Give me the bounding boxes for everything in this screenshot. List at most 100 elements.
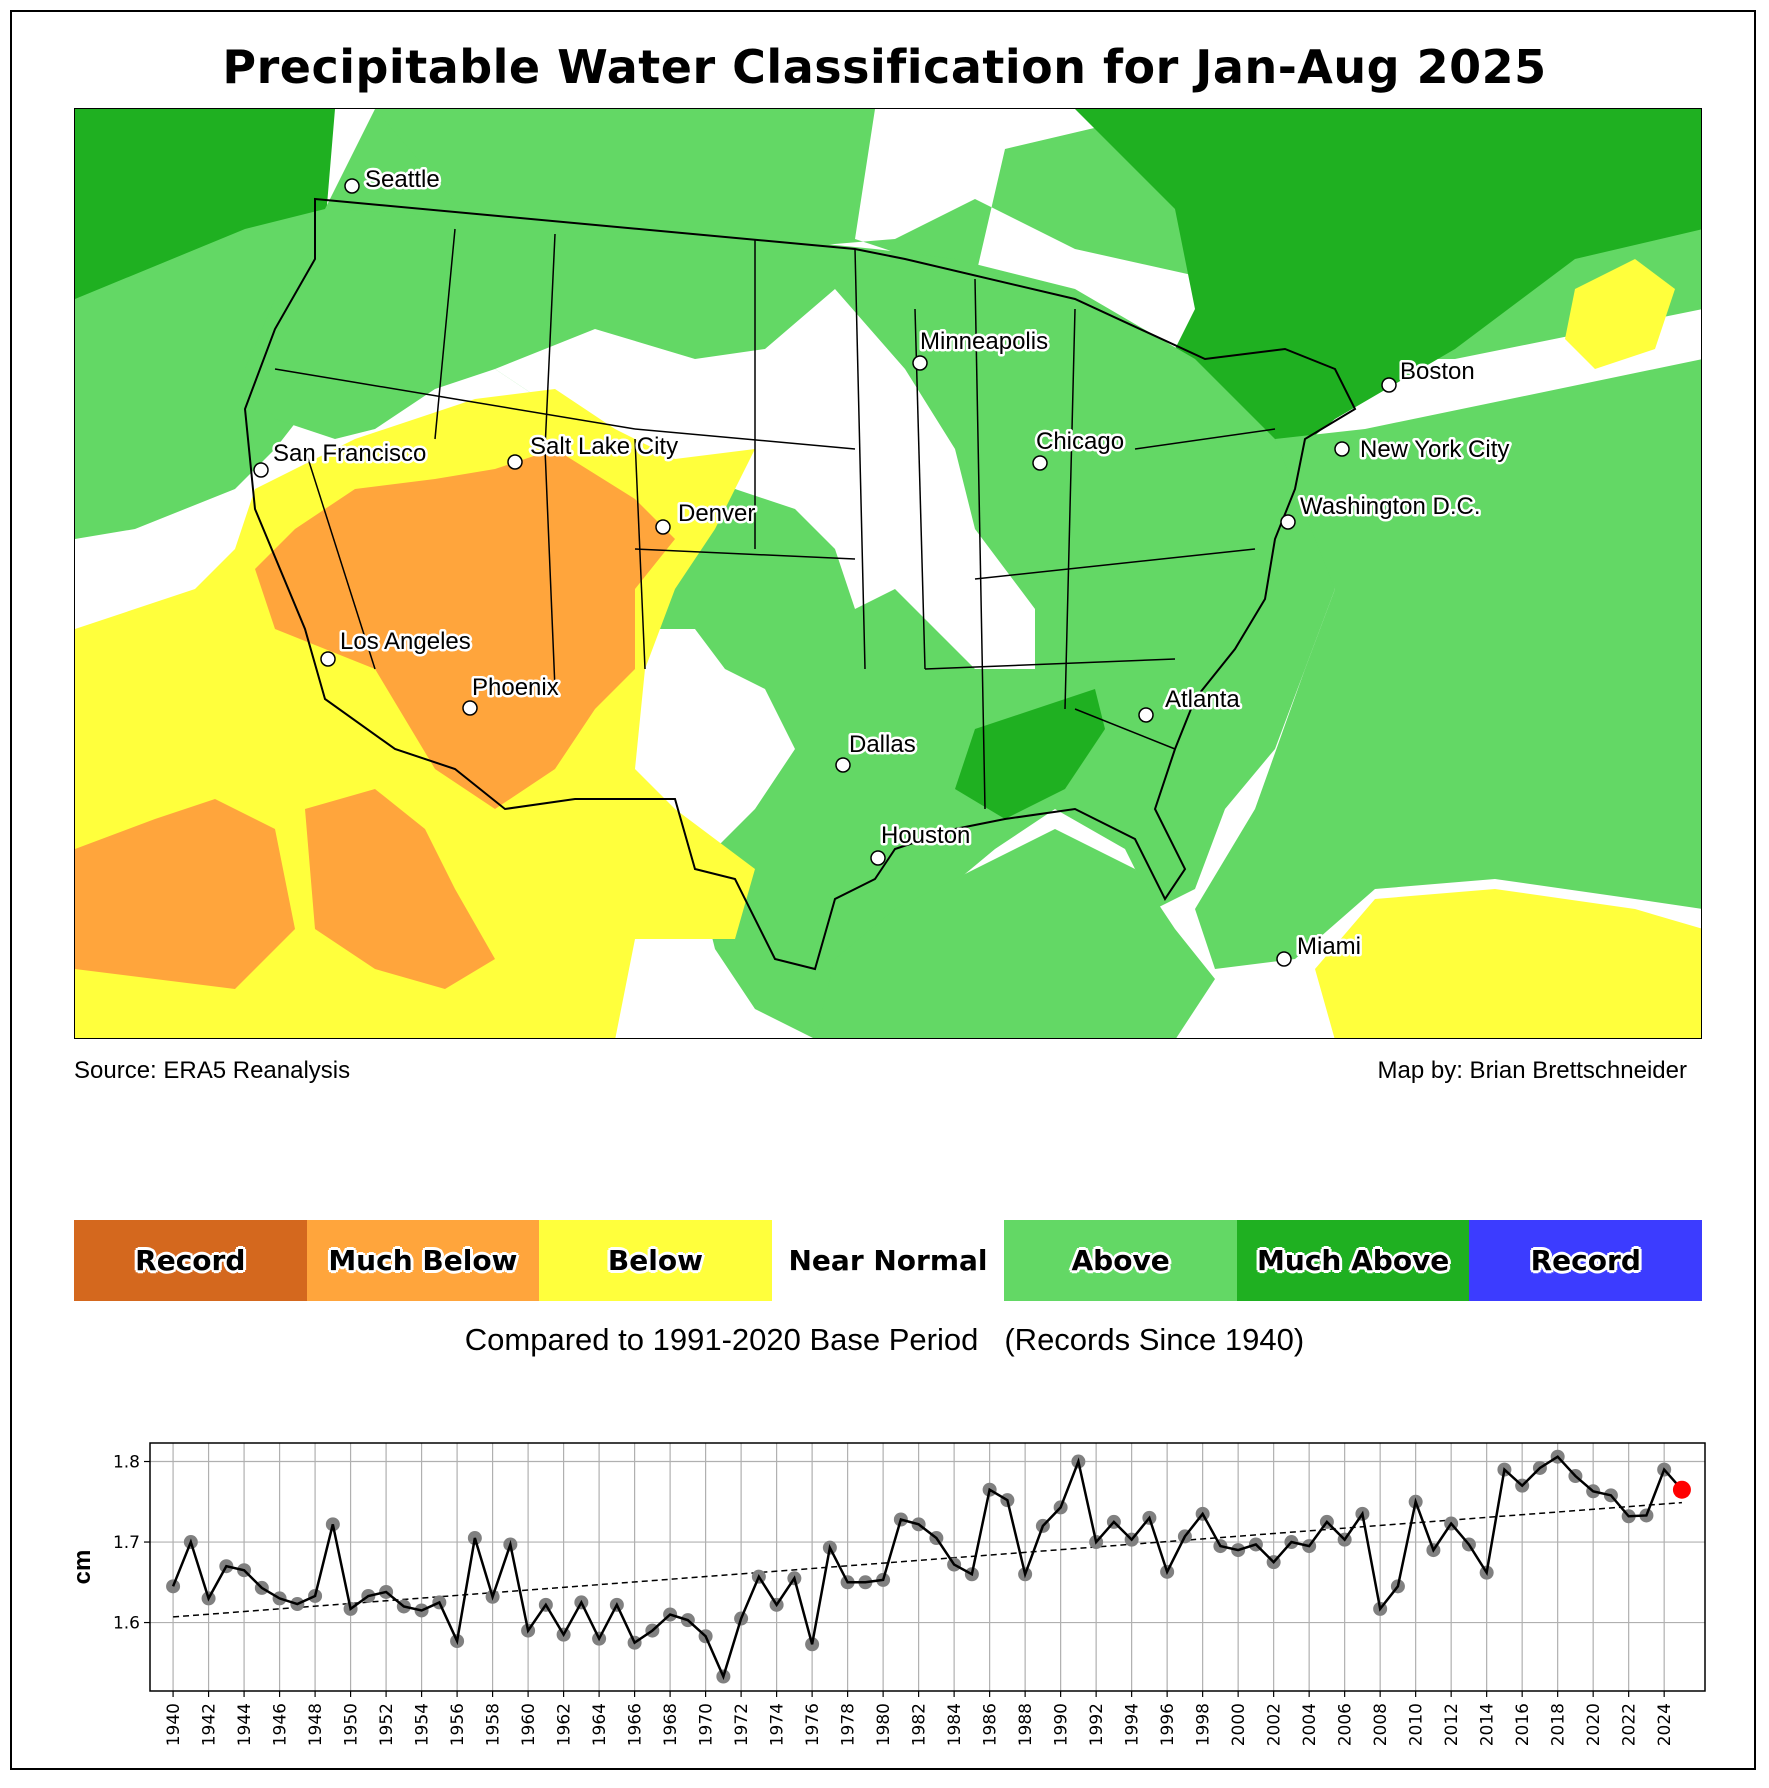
state-borders (274, 228, 1276, 810)
svg-text:Denver: Denver (678, 500, 755, 527)
plot-area (149, 1442, 1706, 1692)
x-tick-label: 1942 (200, 1703, 220, 1746)
city-markers: Seattle San Francisco Los Angeles Phoeni… (253, 164, 1512, 967)
x-tick-label: 2006 (1336, 1703, 1356, 1746)
svg-text:Chicago: Chicago (1036, 428, 1124, 455)
svg-text:Miami: Miami (1297, 933, 1361, 960)
x-tick-label: 2014 (1478, 1703, 1498, 1746)
legend-record-low: Record (74, 1220, 307, 1301)
svg-text:Minneapolis: Minneapolis (920, 328, 1048, 355)
y-tick-label: 1.6 (113, 1614, 140, 1634)
city-atlanta: Atlanta (1138, 684, 1243, 723)
precipitable-water-map: Seattle San Francisco Los Angeles Phoeni… (74, 108, 1702, 1039)
x-tick-label: 1988 (1016, 1703, 1036, 1746)
city-dallas: Dallas (835, 729, 918, 773)
legend-much-below: Much Below (306, 1220, 540, 1301)
x-tick-label: 1956 (448, 1703, 468, 1746)
chart-grid (150, 1443, 1705, 1691)
x-tick-label: 2022 (1620, 1703, 1640, 1746)
x-tick-label: 1966 (626, 1703, 646, 1746)
city-boston: Boston (1381, 356, 1477, 393)
x-tick-label: 1994 (1123, 1703, 1143, 1746)
city-new-york-city: New York City (1334, 434, 1512, 466)
y-tick-label: 1.7 (113, 1533, 140, 1553)
svg-text:Los Angeles: Los Angeles (340, 628, 471, 655)
svg-text:Houston: Houston (881, 822, 970, 849)
city-houston: Houston (870, 820, 973, 866)
x-axis: 1940 1942 1944 1946 1948 1950 1952 1954 1956 1958… (164, 1691, 1675, 1746)
region-conus-above (245, 209, 1335, 1038)
city-phoenix: Phoenix (462, 672, 561, 716)
x-tick-label: 1996 (1158, 1703, 1178, 1746)
legend-near-normal: Near Normal (771, 1220, 1005, 1301)
city-seattle: Seattle (344, 164, 442, 196)
x-tick-label: 1954 (413, 1703, 433, 1746)
x-tick-label: 1998 (1194, 1703, 1214, 1746)
current-year-marker (1672, 1480, 1691, 1499)
region-atlantic-above (1195, 359, 1701, 969)
figure-frame (10, 10, 1756, 1770)
x-tick-label: 1948 (306, 1703, 326, 1746)
base-period-caption: Compared to 1991-2020 Base Period (Record… (0, 1322, 1769, 1358)
svg-text:Washington D.C.: Washington D.C. (1300, 493, 1481, 520)
x-tick-label: 2018 (1549, 1703, 1569, 1746)
x-tick-label: 1964 (590, 1703, 610, 1746)
x-tick-label: 1946 (271, 1703, 291, 1746)
legend-label: Above (1071, 1244, 1170, 1277)
y-axis-label: cm (69, 1550, 96, 1585)
x-tick-label: 2008 (1371, 1703, 1391, 1746)
x-tick-label: 2016 (1513, 1703, 1533, 1746)
x-tick-label: 1968 (661, 1703, 681, 1746)
legend-record-high: Record (1469, 1220, 1703, 1301)
x-tick-label: 1992 (1087, 1703, 1107, 1746)
svg-text:San Francisco: San Francisco (273, 440, 426, 467)
region-caribbean-below (1315, 889, 1701, 1038)
classification-legend: Record Much Below Below Near Normal Abov… (74, 1220, 1703, 1301)
region-pacific-much-below (75, 799, 295, 989)
x-tick-label: 1944 (235, 1703, 255, 1746)
base-period-text: Compared to 1991-2020 Base Period (464, 1322, 979, 1357)
x-tick-label: 2024 (1655, 1703, 1675, 1746)
city-chicago: Chicago (1032, 426, 1127, 471)
y-axis: 1.6 1.7 1.8 (113, 1453, 150, 1634)
conus-outline (243, 197, 1357, 971)
city-salt-lake-city: Salt Lake City (507, 431, 681, 470)
legend-above: Above (1004, 1220, 1237, 1301)
city-denver: Denver (655, 498, 758, 535)
svg-text:New York City: New York City (1360, 436, 1509, 463)
city-los-angeles: Los Angeles (320, 626, 473, 667)
x-tick-label: 1984 (945, 1703, 965, 1746)
timeseries-svg: 1.61.71.8 1940 1942 1944 1946 1948 1950 1952 19… (69, 1442, 1706, 1746)
svg-text:Boston: Boston (1400, 358, 1475, 385)
legend-label: Near Normal (788, 1244, 988, 1277)
city-washington-dc: Washington D.C. (1280, 491, 1483, 530)
x-tick-label: 1960 (519, 1703, 539, 1746)
region-atlantic-below (1565, 259, 1675, 369)
x-tick-label: 1940 (164, 1703, 184, 1746)
series-line (171, 1455, 1683, 1681)
x-tick-label: 2000 (1229, 1703, 1249, 1746)
x-tick-label: 1978 (839, 1703, 859, 1746)
region-gulf-above (815, 829, 1215, 1038)
map-canvas: Seattle San Francisco Los Angeles Phoeni… (75, 109, 1701, 1038)
x-tick-label: 1974 (768, 1703, 788, 1746)
svg-text:Phoenix: Phoenix (472, 674, 559, 701)
region-baja-much-below (305, 789, 495, 989)
legend-below: Below (539, 1220, 772, 1301)
legend-much-above: Much Above (1236, 1220, 1470, 1301)
legend-label: Record (135, 1244, 246, 1277)
x-tick-label: 1976 (803, 1703, 823, 1746)
x-tick-label: 2020 (1584, 1703, 1604, 1746)
region-southeast-much-above (955, 689, 1105, 819)
records-note: (Records Since 1940) (1004, 1322, 1305, 1357)
x-tick-label: 2004 (1300, 1703, 1320, 1746)
svg-text:Salt Lake City: Salt Lake City (530, 433, 678, 460)
timeseries-chart: 1.6 1.7 1.8 1940 1942 1944 1946 1948 1950 1952 19… (0, 1420, 1769, 1783)
legend-label: Below (607, 1244, 703, 1277)
svg-text:Dallas: Dallas (849, 731, 916, 758)
x-tick-label: 1958 (484, 1703, 504, 1746)
x-tick-label: 1972 (732, 1703, 752, 1746)
legend-label: Much Below (328, 1244, 518, 1277)
x-tick-label: 1952 (377, 1703, 397, 1746)
data-source-note: Source: ERA5 Reanalysis (74, 1057, 351, 1084)
